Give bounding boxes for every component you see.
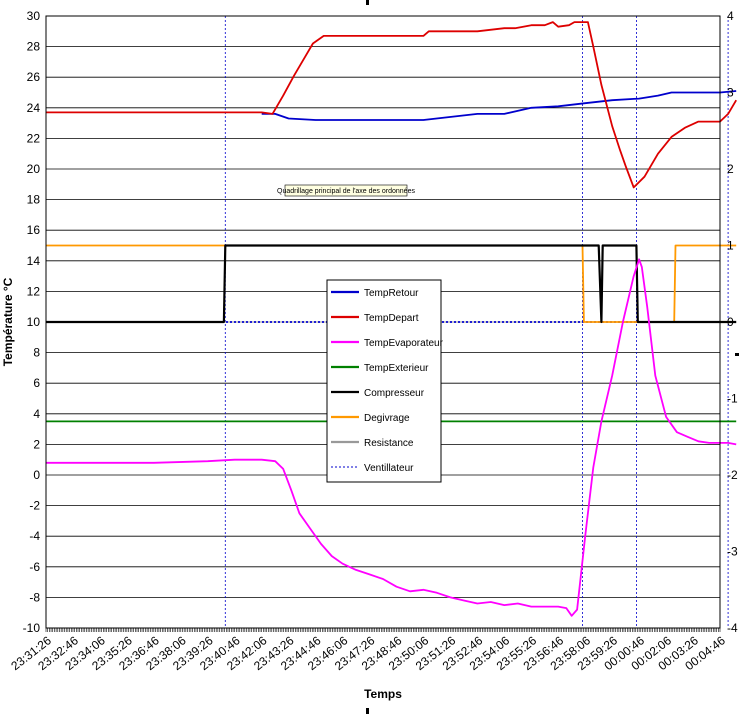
y-tick-label: 8 <box>33 346 40 360</box>
y-tick-label: 4 <box>33 407 40 421</box>
legend-label: TempExterieur <box>364 363 429 374</box>
y-tick-label: -8 <box>29 590 40 604</box>
y-tick-label: 20 <box>27 162 41 176</box>
y2-tick-label: 4 <box>727 9 734 23</box>
y-tick-label: 14 <box>27 254 41 268</box>
y-tick-label: 26 <box>27 70 41 84</box>
y2-tick-label: 0 <box>727 315 734 329</box>
frame-marks <box>366 0 739 714</box>
y-tick-label: -4 <box>29 529 40 543</box>
legend-label: TempEvaporateur <box>364 338 444 349</box>
y-tick-label: 12 <box>27 284 41 298</box>
y-tick-label: 18 <box>27 193 41 207</box>
y-tick-label: 16 <box>27 223 41 237</box>
y-tick-label: -10 <box>23 621 41 635</box>
y-axis-title: Température °C <box>1 277 15 366</box>
legend-label: Resistance <box>364 438 414 449</box>
series-tempevaporateur <box>46 258 737 617</box>
y-tick-label: 2 <box>33 437 40 451</box>
y2-tick-label: -4 <box>727 621 738 635</box>
series-tempdepart <box>46 21 737 189</box>
y-tick-label: 0 <box>33 468 40 482</box>
x-minor-ticks <box>45 628 721 632</box>
legend-label: Compresseur <box>364 388 425 399</box>
legend-label: Ventillateur <box>364 463 414 474</box>
y2-tick-label: 1 <box>727 239 734 253</box>
legend-label: Degivrage <box>364 413 410 424</box>
y-tick-label: -6 <box>29 560 40 574</box>
legend-label: TempDepart <box>364 313 419 324</box>
frame-mark-bottom <box>366 708 369 714</box>
frame-mark-right <box>735 353 739 356</box>
y-tick-label: 30 <box>27 9 41 23</box>
y-tick-label: 24 <box>27 101 41 115</box>
legend-box <box>326 279 442 483</box>
tooltip-text: Quadrillage principal de l'axe des ordon… <box>277 188 415 195</box>
series-compresseur <box>46 244 737 324</box>
legend-label: TempRetour <box>364 288 419 299</box>
legend-items: TempRetour TempDepart TempEvaporateur TempE… <box>331 288 444 474</box>
series-tempretour <box>261 90 737 121</box>
y2-axis-ticks: -4 -3 -2 -1 0 1 2 3 4 <box>727 9 738 635</box>
y-tick-label: 6 <box>33 376 40 390</box>
frame-mark-top <box>366 0 369 5</box>
y2-tick-label: 3 <box>727 86 734 100</box>
y2-tick-label: -2 <box>727 468 738 482</box>
y-tick-label: 28 <box>27 40 41 54</box>
y2-tick-label: 2 <box>727 162 734 176</box>
x-axis-title: Temps <box>364 687 402 701</box>
y2-tick-label: -3 <box>727 545 738 559</box>
tooltip: Quadrillage principal de l'axe des ordon… <box>277 184 415 197</box>
tooltip-box <box>284 184 408 197</box>
y-tick-label: 10 <box>27 315 41 329</box>
y-tick-label: 22 <box>27 131 41 145</box>
legend: TempRetour TempDepart TempEvaporateur TempE… <box>326 279 444 483</box>
y-tick-label: -2 <box>29 499 40 513</box>
y2-tick-label: -1 <box>727 392 738 406</box>
